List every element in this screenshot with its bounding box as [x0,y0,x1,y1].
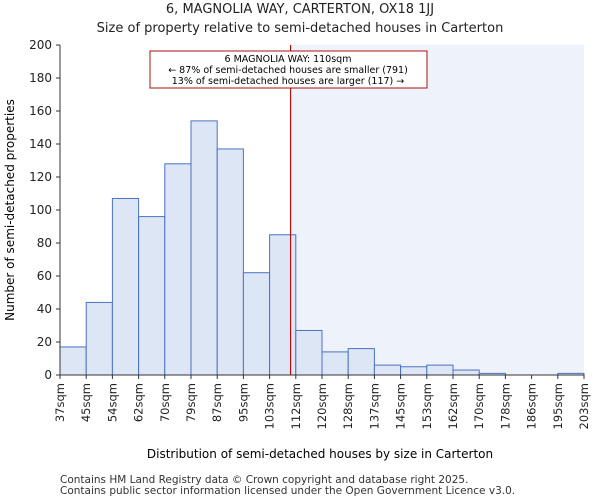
histogram-bar [452,369,480,376]
annotation-line-3: 13% of semi-detached houses are larger (… [172,76,405,87]
y-axis-label: Number of semi-detached properties [3,99,17,321]
x-tick-label: 186sqm [525,383,539,429]
histogram-bar [373,364,402,376]
y-tick-label: 60 [37,269,52,283]
x-tick-label: 120sqm [315,383,329,429]
x-tick-label: 162sqm [446,383,460,429]
y-tick-label: 180 [29,71,52,85]
x-tick-label: 37sqm [53,383,67,422]
x-tick-label: 70sqm [158,383,172,422]
annotation-box: 6 MAGNOLIA WAY: 110sqm ← 87% of semi-det… [149,50,428,89]
histogram-bar [138,216,166,376]
histogram-bar [190,120,218,376]
chart-title: 6, MAGNOLIA WAY, CARTERTON, OX18 1JJ [165,2,435,17]
x-tick-label: 203sqm [577,383,591,429]
x-tick-label: 128sqm [341,383,355,429]
histogram-bar [111,197,140,376]
y-tick-label: 0 [44,368,52,382]
histogram-bar [347,348,375,376]
y-tick-label: 20 [37,335,52,349]
footer-line-1: Contains HM Land Registry data © Crown c… [60,474,469,486]
x-tick-label: 79sqm [184,383,198,422]
histogram-bar [321,351,349,376]
annotation-line-2: ← 87% of semi-detached houses are smalle… [168,65,408,76]
histogram-bar [295,329,323,376]
annotation-line-1: 6 MAGNOLIA WAY: 110sqm [225,54,352,65]
histogram-bar [59,346,87,376]
x-tick-label: 145sqm [394,383,408,429]
histogram-bar [85,301,113,376]
x-tick-label: 178sqm [498,383,512,429]
y-tick-label: 120 [29,170,52,184]
x-tick-label: 54sqm [105,383,119,422]
x-tick-label: 45sqm [79,383,93,422]
histogram-bar [164,163,192,376]
y-tick-label: 100 [29,203,52,217]
histogram-bar [400,366,428,376]
y-tick-label: 160 [29,104,52,118]
x-tick-label: 103sqm [263,383,277,429]
chart-subtitle: Size of property relative to semi-detach… [96,21,504,36]
y-tick-label: 80 [37,236,52,250]
x-tick-label: 170sqm [472,383,486,429]
y-tick-label: 140 [29,137,52,151]
larger-region-shade [290,45,584,375]
x-tick-label: 95sqm [236,383,250,422]
footer-line-2: Contains public sector information licen… [60,485,516,497]
histogram-bar [216,148,244,376]
x-tick-label: 195sqm [551,383,565,429]
x-tick-label: 153sqm [420,383,434,429]
histogram-bar [269,234,297,376]
histogram-bar [426,364,454,376]
histogram-bar [242,272,271,376]
x-tick-label: 87sqm [210,383,224,422]
x-tick-label: 137sqm [367,383,381,429]
x-tick-label: 112sqm [289,383,303,429]
y-tick-label: 40 [37,302,52,316]
x-tick-label: 62sqm [132,383,146,422]
x-axis-label: Distribution of semi-detached houses by … [147,447,493,461]
y-tick-label: 200 [29,38,52,52]
